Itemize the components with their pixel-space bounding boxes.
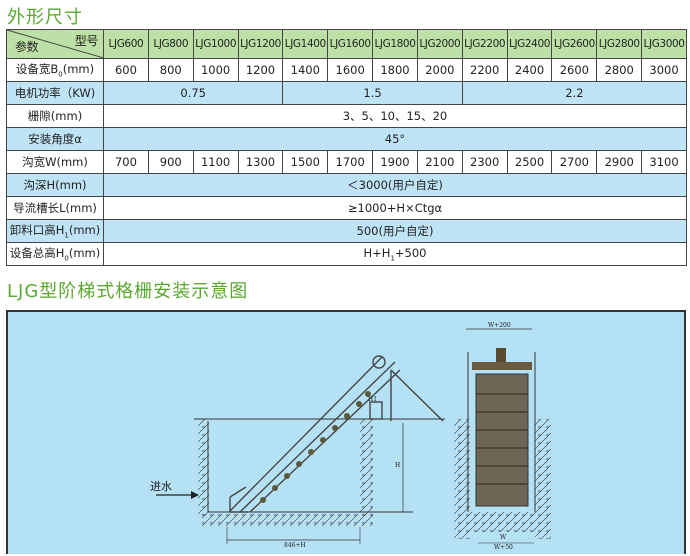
cell: H+H1+500 bbox=[103, 242, 687, 266]
cell: 1100 bbox=[192, 150, 239, 174]
spec-table: 型号 参数 LJG600 LJG800 LJG1000 LJG1200 LJG1… bbox=[6, 29, 688, 266]
row-guide-length: 导流槽长L(mm) ≥1000+H×Ctgα bbox=[6, 196, 687, 220]
cell: 1300 bbox=[237, 150, 284, 174]
cell: 2800 bbox=[596, 58, 643, 82]
cell: 1800 bbox=[372, 58, 418, 82]
cell: ≥1000+H×Ctgα bbox=[103, 196, 687, 220]
dimensions-title: 外形尺寸 bbox=[7, 7, 83, 28]
model-label: 型号 bbox=[74, 34, 99, 48]
row-channel-depth: 沟深H(mm) ＜3000(用户自定) bbox=[6, 173, 687, 197]
cell: 1.5 bbox=[282, 81, 463, 105]
h1-dimension: H1 bbox=[368, 396, 378, 403]
install-diagram: 进水 846+H H H1 W+200 W W+50 bbox=[6, 310, 686, 554]
cell: 1400 bbox=[282, 58, 329, 82]
model-header: LJG2000 bbox=[416, 29, 463, 59]
model-header: LJG2800 bbox=[596, 29, 643, 59]
cell: 800 bbox=[147, 58, 194, 82]
cell: 2600 bbox=[551, 58, 598, 82]
model-header: LJG1600 bbox=[327, 29, 374, 59]
model-header: LJG800 bbox=[147, 29, 194, 59]
header-row: 型号 参数 LJG600 LJG800 LJG1000 LJG1200 LJG1… bbox=[6, 29, 687, 59]
bottom-width-dimension: W bbox=[500, 534, 507, 541]
model-header: LJG2200 bbox=[461, 29, 508, 59]
cell: 1900 bbox=[372, 150, 418, 174]
cell: 2.2 bbox=[461, 81, 688, 105]
top-width-dimension: W+200 bbox=[488, 322, 511, 329]
cell: 1600 bbox=[327, 58, 374, 82]
model-header: LJG3000 bbox=[641, 29, 687, 59]
row-width-b0: 设备宽B0(mm) 600 800 1000 1200 1400 1600 18… bbox=[6, 58, 687, 82]
base-width-dimension: W+50 bbox=[494, 544, 513, 551]
cell: 3100 bbox=[641, 150, 687, 174]
cell: 2200 bbox=[461, 58, 508, 82]
model-header: LJG1200 bbox=[237, 29, 284, 59]
row-label: 导流槽长L(mm) bbox=[6, 196, 104, 220]
cell: 45° bbox=[103, 127, 687, 151]
cell: 1200 bbox=[237, 58, 284, 82]
cell: 2500 bbox=[506, 150, 553, 174]
soil-bottom bbox=[202, 514, 373, 526]
cell: 1700 bbox=[327, 150, 374, 174]
cell: 3000 bbox=[641, 58, 687, 82]
install-diagram-title: LJG型阶梯式格栅安装示意图 bbox=[7, 281, 249, 302]
soil-right bbox=[360, 419, 373, 516]
cell: 600 bbox=[103, 58, 149, 82]
inflow-arrow-icon bbox=[191, 491, 199, 499]
cell: 500(用户自定) bbox=[103, 219, 687, 243]
inflow-label: 进水 bbox=[150, 480, 172, 493]
model-header: LJG2400 bbox=[506, 29, 553, 59]
cell: 2400 bbox=[506, 58, 553, 82]
row-label: 设备总高H0(mm) bbox=[6, 242, 104, 266]
row-label: 沟深H(mm) bbox=[6, 173, 104, 197]
model-header: LJG2600 bbox=[551, 29, 598, 59]
row-label: 卸料口高H1(mm) bbox=[6, 219, 104, 243]
model-header: LJG1000 bbox=[192, 29, 239, 59]
cell: 900 bbox=[147, 150, 194, 174]
model-header: LJG600 bbox=[103, 29, 149, 59]
cell: 2700 bbox=[551, 150, 598, 174]
row-total-height: 设备总高H0(mm) H+H1+500 bbox=[6, 242, 687, 266]
row-label: 安装角度α bbox=[6, 127, 104, 151]
cell: 2900 bbox=[596, 150, 643, 174]
cell: 2000 bbox=[416, 58, 463, 82]
cell: 700 bbox=[103, 150, 149, 174]
row-label: 设备宽B0(mm) bbox=[6, 58, 104, 82]
diagram-drawing bbox=[156, 328, 551, 544]
row-label: 沟宽W(mm) bbox=[6, 150, 104, 174]
row-label: 电机功率（KW) bbox=[6, 81, 104, 105]
front-view bbox=[454, 328, 551, 544]
row-motor-power: 电机功率（KW) 0.75 1.5 2.2 bbox=[6, 81, 688, 105]
corner-cell: 型号 参数 bbox=[6, 29, 104, 59]
depth-dimension: H bbox=[395, 462, 401, 469]
soil-left bbox=[198, 419, 209, 516]
model-header: LJG1800 bbox=[372, 29, 418, 59]
side-view bbox=[156, 355, 445, 544]
model-header: LJG1400 bbox=[282, 29, 329, 59]
row-channel-width: 沟宽W(mm) 700 900 1100 1300 1500 1700 1900… bbox=[6, 150, 687, 174]
param-label: 参数 bbox=[15, 40, 39, 54]
row-discharge-height: 卸料口高H1(mm) 500(用户自定) bbox=[6, 219, 687, 243]
cell: 1000 bbox=[192, 58, 239, 82]
length-dimension: 846+H bbox=[284, 542, 306, 549]
row-label: 栅隙(mm) bbox=[6, 104, 104, 128]
cell: 0.75 bbox=[102, 81, 284, 105]
grate-steps bbox=[260, 391, 371, 503]
cell: 3、5、10、15、20 bbox=[103, 104, 687, 128]
cell: 2100 bbox=[416, 150, 463, 174]
row-install-angle: 安装角度α 45° bbox=[6, 127, 687, 151]
cell: ＜3000(用户自定) bbox=[103, 173, 687, 197]
row-bar-gap: 栅隙(mm) 3、5、10、15、20 bbox=[6, 104, 687, 128]
cell: 1500 bbox=[282, 150, 329, 174]
cell: 2300 bbox=[461, 150, 508, 174]
